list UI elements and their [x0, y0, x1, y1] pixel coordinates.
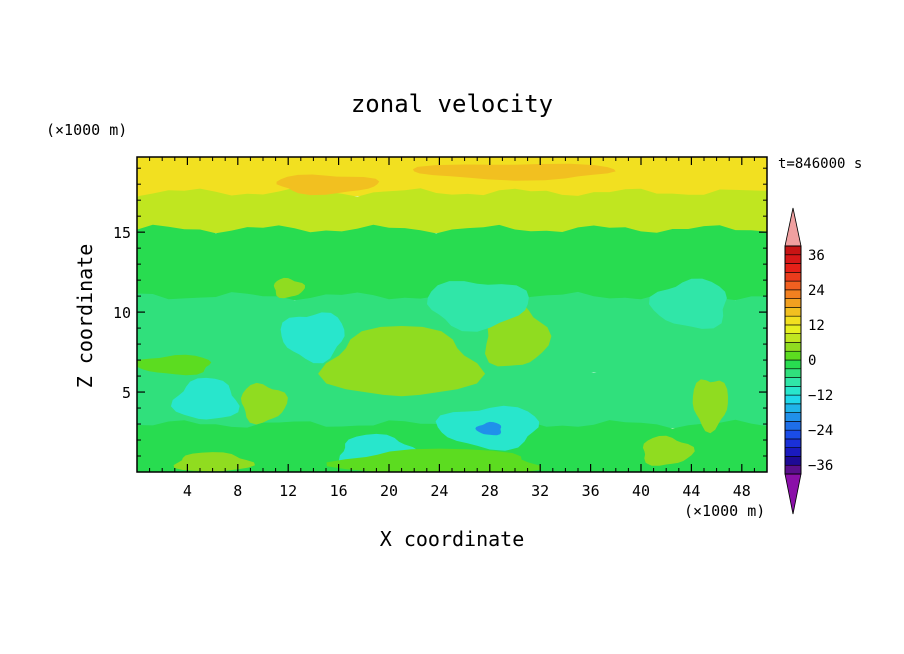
- x-tick-label: 44: [682, 482, 700, 500]
- colorbar-segment: [784, 403, 802, 413]
- field-band: [137, 419, 767, 472]
- field-feature: [318, 326, 486, 397]
- colorbar-segment: [784, 438, 802, 448]
- chart-title: zonal velocity: [351, 90, 553, 118]
- colorbar-segment: [784, 359, 802, 370]
- colorbar-segment: [784, 289, 802, 299]
- x-tick-label: 40: [632, 482, 650, 500]
- colorbar-segment: [784, 350, 802, 361]
- field-feature: [276, 174, 380, 196]
- x-tick-label: 48: [733, 482, 751, 500]
- field-feature: [692, 379, 728, 434]
- colorbar-segment: [784, 272, 802, 282]
- colorbar-segment: [784, 324, 802, 334]
- field-feature: [280, 312, 345, 364]
- colorbar-tick-label: 36: [808, 248, 825, 264]
- colorbar-segment: [784, 254, 802, 264]
- field-band: [137, 187, 767, 233]
- colorbar-segment: [784, 342, 802, 352]
- y-tick-label: 5: [122, 384, 131, 402]
- colorbar-segment: [784, 377, 802, 387]
- x-tick-label: 24: [430, 482, 448, 500]
- colorbar-segment: [784, 394, 802, 405]
- colorbar-segment: [784, 333, 802, 343]
- x-axis: 4 8 12 16 20 24 28 32 36 40 44 48: [149, 157, 755, 500]
- colorbar-segment: [784, 464, 802, 475]
- x-tick-label: 8: [233, 482, 242, 500]
- colorbar-tick-label: −12: [808, 388, 833, 404]
- colorbar-tick-label: −24: [808, 423, 833, 439]
- x-tick-label: 32: [531, 482, 549, 500]
- colorbar-tick-label: −36: [808, 458, 833, 474]
- field-feature: [412, 163, 616, 181]
- field-feature: [326, 448, 541, 472]
- colorbar-segment: [784, 429, 802, 440]
- colorbar-tick-label: 24: [808, 283, 825, 299]
- colorbar-segment: [784, 245, 802, 256]
- field-feature: [427, 281, 529, 332]
- field-feature: [170, 377, 240, 420]
- time-label: t=846000 s: [778, 156, 862, 172]
- x-tick-label: 4: [183, 482, 192, 500]
- colorbar-segment: [784, 315, 802, 326]
- colorbar-segment: [784, 263, 802, 273]
- field-feature: [240, 382, 288, 425]
- field-feature: [173, 452, 255, 472]
- colorbar-frame: [784, 245, 802, 475]
- colorbar-under-arrow: [784, 473, 802, 515]
- colorbar-segment: [784, 280, 802, 291]
- x-tick-label: 12: [279, 482, 297, 500]
- colorbar-segment: [784, 412, 802, 422]
- x-tick-label: 28: [481, 482, 499, 500]
- colorbar-segment: [784, 298, 802, 308]
- y-tick-label: 10: [113, 304, 131, 322]
- x-tick-label: 16: [330, 482, 348, 500]
- colorbar-segment: [784, 386, 802, 396]
- colorbar-segment: [784, 456, 802, 466]
- field-feature: [642, 435, 695, 466]
- y-axis-label: Z coordinate: [73, 244, 97, 389]
- y-unit-label: (×1000 m): [46, 121, 127, 139]
- x-tick-label: 36: [582, 482, 600, 500]
- colorbar-segment: [784, 447, 802, 457]
- x-tick-label: 20: [380, 482, 398, 500]
- colorbar-segment: [784, 421, 802, 431]
- field-band: [137, 291, 767, 373]
- colorbar-segment: [784, 307, 802, 317]
- field-feature: [475, 421, 502, 436]
- y-tick-label: 15: [113, 224, 131, 242]
- y-axis: 5 10 15: [113, 167, 767, 457]
- field-band: [137, 363, 767, 429]
- field-feature: [137, 354, 212, 376]
- field-band: [137, 157, 767, 197]
- colorbar-tick-label: 0: [808, 353, 816, 369]
- field-feature: [649, 278, 727, 329]
- x-unit-label: (×1000 m): [684, 502, 765, 520]
- colorbar: 36 24 12 0 −12 −24 −36: [784, 207, 833, 515]
- colorbar-over-arrow: [784, 207, 802, 247]
- field-band: [137, 224, 767, 301]
- field-feature: [273, 277, 305, 299]
- x-axis-label: X coordinate: [380, 527, 525, 551]
- colorbar-segment: [784, 368, 802, 378]
- velocity-field: [137, 157, 767, 472]
- colorbar-tick-label: 12: [808, 318, 825, 334]
